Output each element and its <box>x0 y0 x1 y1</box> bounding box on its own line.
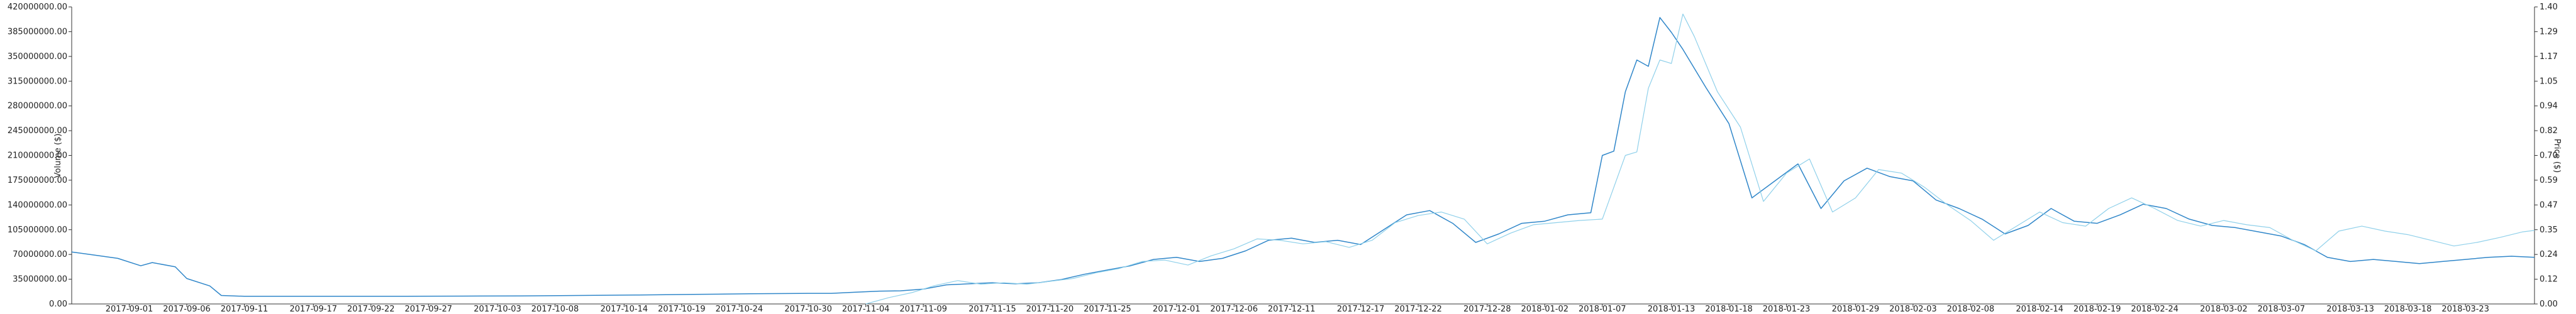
x-tick-label: 2018-03-18 <box>2384 305 2432 314</box>
x-tick-label: 2017-09-11 <box>221 305 269 314</box>
y-right-tick-label: 1.29 <box>2540 27 2558 36</box>
y-left-tick-label: 245000000.00 <box>8 126 67 136</box>
volume-line <box>865 13 2535 305</box>
x-tick-label: 2017-11-15 <box>969 305 1016 314</box>
x-tick-label: 2017-11-20 <box>1026 305 1074 314</box>
y-left-tick-label: 210000000.00 <box>8 151 67 161</box>
y-left-tick-label: 385000000.00 <box>8 27 67 36</box>
x-tick-label: 2018-02-14 <box>2016 305 2063 314</box>
y-left-tick-label: 280000000.00 <box>8 102 67 111</box>
x-tick-label: 2017-10-24 <box>716 305 763 314</box>
x-tick-label: 2018-01-13 <box>1648 305 1696 314</box>
x-tick-label: 2018-01-29 <box>1832 305 1880 314</box>
y-right-tick-label: 0.94 <box>2540 102 2558 111</box>
y-axis-right-title: Price ($) <box>2552 139 2562 173</box>
y-right-tick-label: 0.00 <box>2540 300 2558 309</box>
y-left-tick-label: 175000000.00 <box>8 176 67 185</box>
x-tick-label: 2017-10-14 <box>601 305 648 314</box>
x-tick-label: 2017-09-27 <box>404 305 452 314</box>
x-tick-label: 2018-03-07 <box>2258 305 2306 314</box>
x-tick-label: 2017-12-11 <box>1268 305 1316 314</box>
x-tick-label: 2017-12-22 <box>1394 305 1442 314</box>
x-tick-label: 2018-01-02 <box>1521 305 1568 314</box>
x-tick-label: 2017-12-01 <box>1153 305 1201 314</box>
x-tick-label: 2017-11-09 <box>899 305 947 314</box>
y-left-tick-label: 140000000.00 <box>8 200 67 210</box>
y-right-tick-label: 1.17 <box>2540 52 2558 62</box>
x-tick-label: 2017-12-06 <box>1210 305 1258 314</box>
y-right-tick-label: 1.40 <box>2540 3 2558 12</box>
x-tick-label: 2017-11-25 <box>1084 305 1131 314</box>
x-tick-label: 2017-10-03 <box>474 305 521 314</box>
x-tick-label: 2018-03-23 <box>2441 305 2489 314</box>
y-right-tick-label: 0.59 <box>2540 176 2558 185</box>
x-tick-label: 2018-02-19 <box>2074 305 2121 314</box>
y-left-tick-label: 35000000.00 <box>13 275 67 284</box>
y-right-tick-label: 0.82 <box>2540 126 2558 136</box>
y-right-tick-label: 0.12 <box>2540 275 2558 284</box>
x-tick-label: 2017-12-28 <box>1463 305 1511 314</box>
x-tick-label: 2018-02-24 <box>2131 305 2179 314</box>
x-tick-label: 2017-09-17 <box>289 305 337 314</box>
x-tick-label: 2017-10-08 <box>531 305 579 314</box>
x-tick-label: 2017-12-17 <box>1337 305 1385 314</box>
x-tick-label: 2018-02-03 <box>1889 305 1937 314</box>
y-right-tick-label: 0.35 <box>2540 225 2558 235</box>
x-tick-label: 2017-10-19 <box>658 305 706 314</box>
x-tick-label: 2017-10-30 <box>784 305 832 314</box>
price-line <box>71 17 2535 297</box>
axes-layer: 0.00 35000000.00 70000000.00 105000000.00 14… <box>8 3 2558 314</box>
y-left-tick-label: 70000000.00 <box>13 250 67 259</box>
y-right-tick-label: 1.05 <box>2540 77 2558 86</box>
x-tick-label: 2018-01-23 <box>1763 305 1811 314</box>
x-tick-label: 2018-02-08 <box>1947 305 1995 314</box>
y-axis-left-title: Volume ($) <box>53 134 63 178</box>
y-left-tick-label: 420000000.00 <box>8 3 67 12</box>
y-right-tick-label: 0.24 <box>2540 250 2558 259</box>
x-tick-label: 2018-03-02 <box>2200 305 2248 314</box>
x-tick-label: 2018-01-18 <box>1705 305 1753 314</box>
x-tick-label: 2017-09-01 <box>106 305 153 314</box>
y-left-tick-label: 105000000.00 <box>8 225 67 235</box>
y-right-tick-label: 0.47 <box>2540 200 2558 210</box>
x-tick-label: 2018-03-13 <box>2326 305 2374 314</box>
series-layer <box>71 13 2535 305</box>
y-left-tick-label: 315000000.00 <box>8 77 67 86</box>
x-tick-label: 2017-09-22 <box>347 305 395 314</box>
x-tick-label: 2017-09-06 <box>163 305 211 314</box>
x-tick-label: 2017-11-04 <box>842 305 890 314</box>
y-left-tick-label: 350000000.00 <box>8 52 67 62</box>
y-left-tick-label: 0.00 <box>49 300 67 309</box>
x-tick-label: 2018-01-07 <box>1579 305 1626 314</box>
y-right-tick-label: 0.70 <box>2540 151 2558 161</box>
